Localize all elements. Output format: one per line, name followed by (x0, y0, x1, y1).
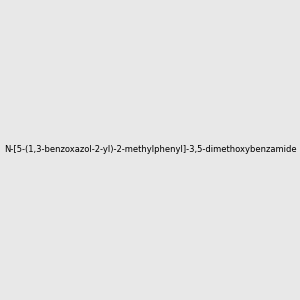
Text: N-[5-(1,3-benzoxazol-2-yl)-2-methylphenyl]-3,5-dimethoxybenzamide: N-[5-(1,3-benzoxazol-2-yl)-2-methylpheny… (4, 146, 296, 154)
